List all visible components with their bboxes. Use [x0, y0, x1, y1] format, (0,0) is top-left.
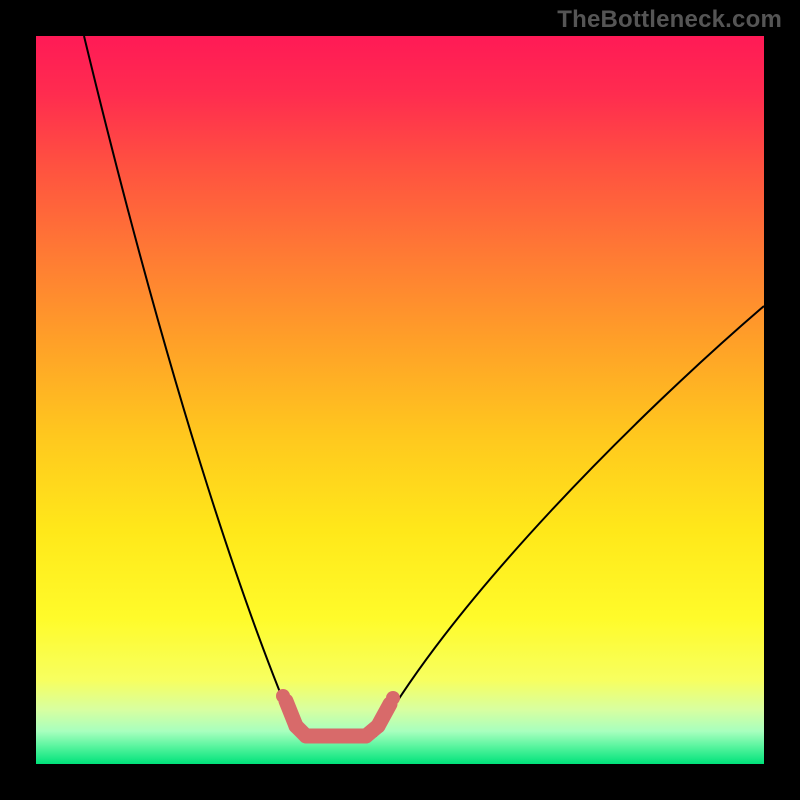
bottleneck-chart: [0, 0, 800, 800]
watermark-text: TheBottleneck.com: [557, 6, 782, 34]
chart-frame: TheBottleneck.com: [0, 0, 800, 800]
chart-background-gradient: [36, 36, 764, 764]
